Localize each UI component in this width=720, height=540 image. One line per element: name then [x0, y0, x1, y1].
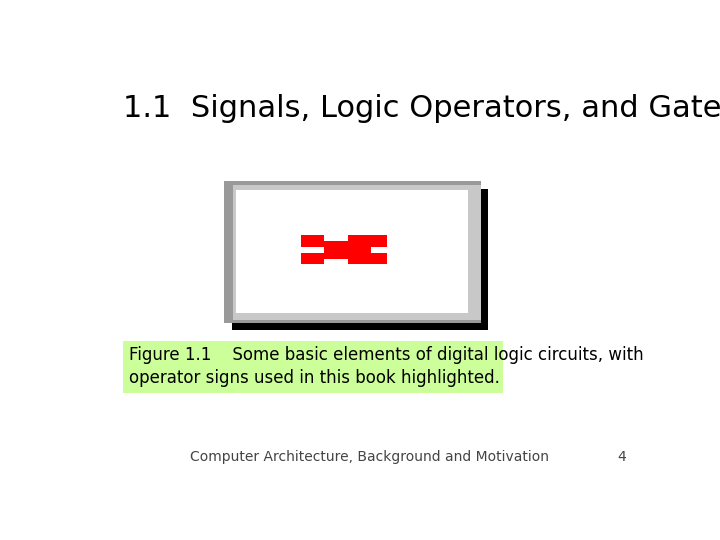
Bar — [233, 185, 481, 320]
Bar — [372, 235, 379, 241]
Bar — [356, 235, 364, 241]
Bar — [379, 253, 387, 259]
Bar — [364, 253, 372, 259]
Bar — [379, 259, 387, 265]
Bar — [348, 259, 356, 265]
Bar — [364, 235, 372, 241]
Bar — [236, 191, 468, 313]
Bar — [332, 247, 340, 253]
Bar — [364, 259, 372, 265]
Bar — [379, 235, 387, 241]
Bar — [340, 241, 348, 247]
Bar — [309, 259, 317, 265]
Bar — [224, 181, 481, 322]
Bar — [324, 247, 332, 253]
Bar — [301, 235, 309, 241]
Bar — [372, 241, 379, 247]
Bar — [364, 247, 372, 253]
Bar — [317, 253, 324, 259]
Bar — [317, 241, 324, 247]
Bar — [317, 259, 324, 265]
Bar — [348, 235, 356, 241]
Bar — [232, 188, 488, 330]
Bar — [332, 241, 340, 247]
Bar — [309, 235, 317, 241]
Bar — [301, 253, 309, 259]
Bar — [317, 235, 324, 241]
Bar — [379, 241, 387, 247]
Bar — [372, 253, 379, 259]
Bar — [324, 241, 332, 247]
Text: 1.1  Signals, Logic Operators, and Gates: 1.1 Signals, Logic Operators, and Gates — [124, 94, 720, 123]
Bar — [356, 241, 364, 247]
Text: Figure 1.1    Some basic elements of digital logic circuits, with: Figure 1.1 Some basic elements of digita… — [129, 346, 644, 364]
Bar — [356, 247, 364, 253]
Text: operator signs used in this book highlighted.: operator signs used in this book highlig… — [129, 369, 500, 387]
Bar — [356, 253, 364, 259]
Bar — [332, 253, 340, 259]
Bar — [124, 341, 503, 393]
Bar — [324, 253, 332, 259]
Bar — [340, 247, 348, 253]
Bar — [301, 259, 309, 265]
Bar — [309, 253, 317, 259]
Bar — [348, 241, 356, 247]
Bar — [356, 259, 364, 265]
Bar — [364, 241, 372, 247]
Bar — [301, 241, 309, 247]
Text: 4: 4 — [617, 450, 626, 464]
Bar — [340, 253, 348, 259]
Bar — [348, 247, 356, 253]
Bar — [348, 253, 356, 259]
Text: Computer Architecture, Background and Motivation: Computer Architecture, Background and Mo… — [189, 450, 549, 464]
Bar — [372, 259, 379, 265]
Bar — [309, 241, 317, 247]
